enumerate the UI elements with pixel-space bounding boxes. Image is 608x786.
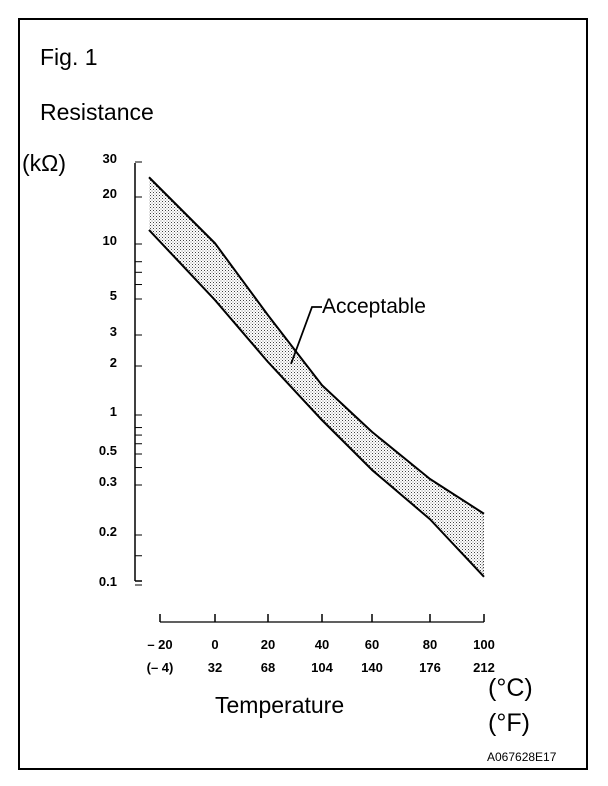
x-tick-label-fahrenheit: 176 bbox=[419, 660, 441, 675]
x-unit-fahrenheit: (°F) bbox=[488, 709, 530, 737]
y-tick-label: 5 bbox=[110, 288, 117, 303]
upper-limit-curve bbox=[148, 176, 485, 515]
acceptable-label: Acceptable bbox=[322, 295, 426, 318]
x-tick-label-celsius: 40 bbox=[315, 637, 329, 652]
y-tick-label: 0.1 bbox=[99, 574, 117, 589]
figure-frame bbox=[18, 18, 588, 770]
x-tick-label-fahrenheit: 68 bbox=[261, 660, 275, 675]
y-tick-label: 3 bbox=[110, 324, 117, 339]
x-tick-label-celsius: 80 bbox=[423, 637, 437, 652]
y-tick-label: 0.5 bbox=[99, 443, 117, 458]
lower-limit-curve bbox=[148, 229, 485, 578]
x-tick-label-fahrenheit: 140 bbox=[361, 660, 383, 675]
y-tick-label: 2 bbox=[110, 355, 117, 370]
y-tick-label: 0.2 bbox=[99, 524, 117, 539]
y-axis-title: Resistance bbox=[40, 99, 154, 125]
y-axis-unit: (kΩ) bbox=[22, 150, 67, 176]
x-tick-label-fahrenheit: 32 bbox=[208, 660, 222, 675]
figure-label: Fig. 1 bbox=[40, 44, 98, 70]
y-tick-label: 30 bbox=[103, 151, 117, 166]
x-unit-celsius: (°C) bbox=[488, 674, 533, 702]
acceptable-band bbox=[149, 177, 484, 577]
x-axis-title: Temperature bbox=[215, 692, 345, 718]
x-tick-label-celsius: 20 bbox=[261, 637, 275, 652]
x-tick-label-celsius: 60 bbox=[365, 637, 379, 652]
y-tick-label: 1 bbox=[110, 404, 117, 419]
x-tick-label-celsius: – 20 bbox=[147, 637, 172, 652]
x-tick-label-celsius: 100 bbox=[473, 637, 495, 652]
y-tick-label: 10 bbox=[103, 233, 117, 248]
x-tick-label-fahrenheit: 104 bbox=[311, 660, 333, 675]
acceptable-leader-line bbox=[290, 306, 322, 365]
figure-code: A067628E17 bbox=[487, 750, 557, 764]
x-tick-label-fahrenheit: (– 4) bbox=[147, 660, 174, 675]
x-tick-label-fahrenheit: 212 bbox=[473, 660, 495, 675]
y-tick-label: 20 bbox=[103, 186, 117, 201]
x-tick-label-celsius: 0 bbox=[211, 637, 218, 652]
y-tick-label: 0.3 bbox=[99, 474, 117, 489]
